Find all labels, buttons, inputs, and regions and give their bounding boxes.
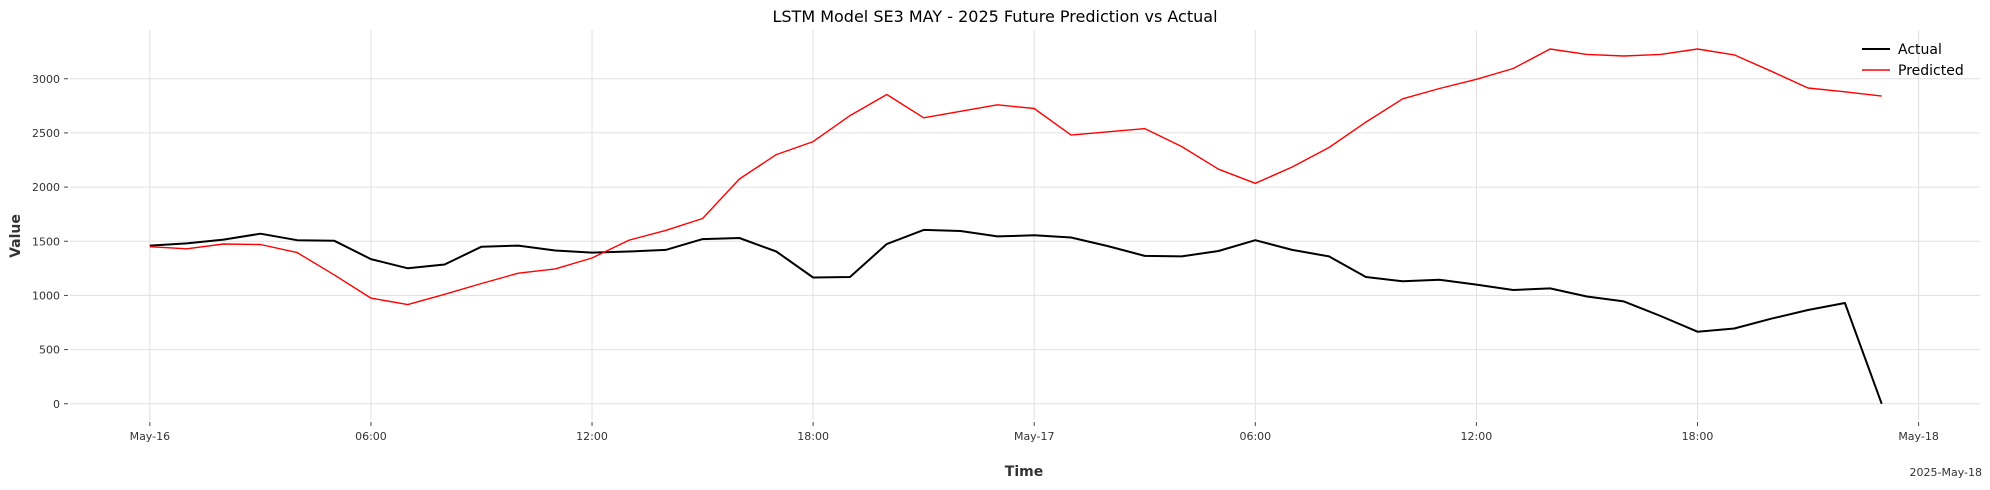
legend-label-actual: Actual <box>1898 42 1942 58</box>
series-lines <box>149 48 1883 405</box>
x-axis-ticks: May-16 06:00 12:00 18:00 May-17 06:00 12:00 18:… <box>130 422 1939 443</box>
x-tick-label: 18:00 <box>797 430 829 443</box>
x-axis-label: Time <box>1005 464 1043 480</box>
y-axis-ticks: 0 500 1000 1500 2000 2500 3000 <box>32 73 68 411</box>
legend-label-predicted: Predicted <box>1898 63 1964 79</box>
y-axis-label: Value <box>8 214 24 258</box>
legend: Actual Predicted <box>1862 42 1964 79</box>
x-tick-label: May-16 <box>130 430 171 443</box>
y-tick-label: 0 <box>53 398 60 411</box>
y-tick-label: 2000 <box>32 181 60 194</box>
x-tick-label: 18:00 <box>1682 430 1714 443</box>
y-tick-label: 3000 <box>32 73 60 86</box>
x-tick-label: 06:00 <box>1239 430 1271 443</box>
series-line-predicted <box>149 48 1882 306</box>
x-axis-offset-label: 2025-May-18 <box>1910 466 1982 479</box>
x-tick-label: 12:00 <box>576 430 608 443</box>
y-tick-label: 500 <box>39 344 60 357</box>
y-tick-label: 1500 <box>32 235 60 248</box>
x-tick-label: May-17 <box>1014 430 1055 443</box>
chart-title: LSTM Model SE3 MAY - 2025 Future Predict… <box>772 7 1217 26</box>
x-tick-label: 12:00 <box>1461 430 1493 443</box>
x-tick-label: 06:00 <box>355 430 387 443</box>
grid <box>70 30 1980 420</box>
y-tick-label: 1000 <box>32 289 60 302</box>
x-tick-label: May-18 <box>1898 430 1939 443</box>
series-line-actual <box>149 228 1883 405</box>
y-tick-label: 2500 <box>32 127 60 140</box>
